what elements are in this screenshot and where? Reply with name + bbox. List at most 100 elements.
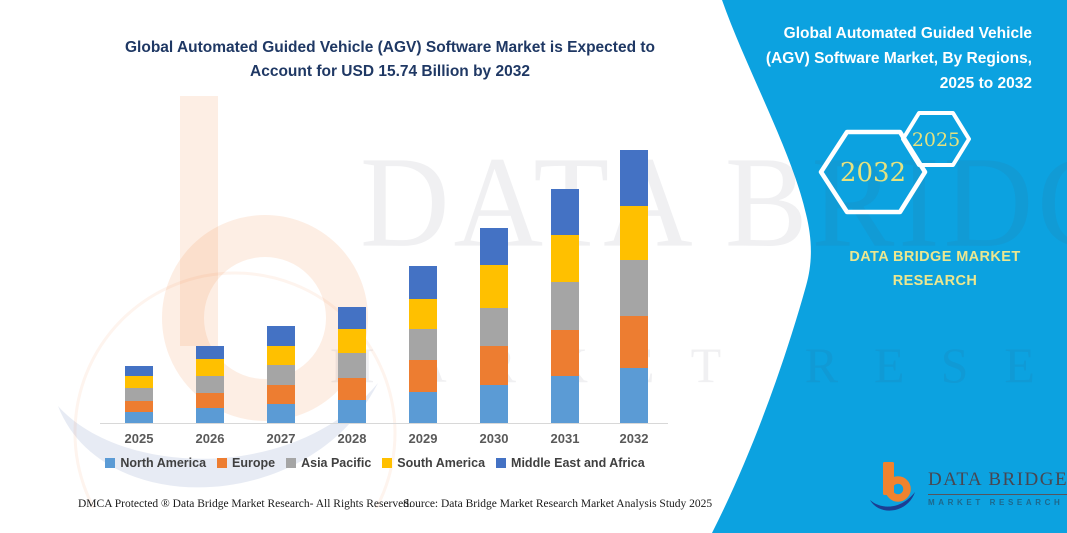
bar-segment-europe: [267, 385, 295, 404]
bar-segment-north-america: [620, 368, 648, 423]
logo-swoosh: [870, 492, 915, 511]
bar-segment-europe: [338, 378, 366, 400]
side-panel-fill: [712, 0, 1067, 533]
legend-item-south-america: South America: [382, 456, 485, 470]
legend-item-middle-east-and-africa: Middle East and Africa: [496, 456, 645, 470]
bar-segment-north-america: [267, 403, 295, 423]
x-axis-labels: 2025 2026 2027 2028 2029 2030 2031 2032: [80, 431, 670, 449]
bar-segment-south-america: [480, 265, 508, 309]
bar-segment-north-america: [196, 408, 224, 423]
x-axis-label-2025: 2025: [124, 431, 154, 446]
hexagon-2025-label: 2025: [912, 129, 960, 151]
legend-item-north-america: North America: [105, 456, 206, 470]
bar-2030: [480, 228, 508, 423]
panel-title: Global Automated Guided Vehicle (AGV) So…: [730, 22, 1032, 96]
bar-segment-asia-pacific: [125, 387, 153, 401]
hexagon-2032: [818, 129, 928, 215]
legend-item-europe: Europe: [217, 456, 275, 470]
bar-segment-asia-pacific: [338, 353, 366, 379]
legend-swatch: [286, 458, 297, 468]
x-axis-label-2026: 2026: [195, 431, 225, 446]
bar-segment-south-america: [125, 376, 153, 388]
bar-segment-middle-east-and-africa: [338, 306, 366, 330]
legend-label: Europe: [232, 456, 276, 470]
legend-swatch: [217, 458, 228, 468]
bar-segment-asia-pacific: [620, 260, 648, 316]
plot-area: [80, 120, 670, 423]
x-axis-label-2029: 2029: [408, 431, 438, 446]
bar-2027: [267, 325, 295, 423]
bar-segment-middle-east-and-africa: [551, 188, 579, 235]
bar-segment-south-america: [551, 234, 579, 283]
bar-segment-asia-pacific: [409, 329, 437, 361]
chart-title-line-1: Global Automated Guided Vehicle (AGV) So…: [125, 39, 655, 56]
panel-brand-line-2: RESEARCH: [892, 272, 978, 289]
bar-segment-north-america: [409, 392, 437, 423]
company-logo: DATA BRIDGE MARKET RESEARCH: [868, 456, 1067, 514]
legend-label: Middle East and Africa: [511, 456, 645, 470]
x-axis-line: [100, 423, 668, 424]
company-logo-name: DATA BRIDGE: [928, 469, 1067, 495]
x-axis-label-2027: 2027: [266, 431, 296, 446]
x-axis-label-2028: 2028: [337, 431, 367, 446]
bar-segment-middle-east-and-africa: [480, 228, 508, 266]
brand-text-watermark: DATA BRIDGE: [360, 130, 1067, 274]
bar-segment-middle-east-and-africa: [125, 366, 153, 377]
bar-segment-north-america: [480, 385, 508, 423]
company-logo-icon: [870, 462, 915, 511]
bar-segment-north-america: [338, 399, 366, 423]
bar-segment-south-america: [409, 299, 437, 330]
tagline-text-watermark: MARKET RESEARCH: [330, 337, 1067, 393]
bar-segment-europe: [196, 393, 224, 409]
bar-segment-middle-east-and-africa: [267, 325, 295, 346]
logo-b-bowl: [885, 476, 911, 502]
bar-segment-south-america: [196, 359, 224, 376]
chart-title-line-2: Account for USD 15.74 Billion by 2032: [250, 63, 530, 81]
panel-title-line-3: 2025 to 2032: [939, 74, 1032, 92]
bar-segment-europe: [620, 315, 648, 369]
bar-segment-south-america: [620, 205, 648, 261]
panel-title-line-1: Global Automated Guided Vehicle: [783, 25, 1032, 42]
bar-segment-europe: [551, 329, 579, 377]
bar-segment-middle-east-and-africa: [196, 345, 224, 360]
bar-2032: [620, 150, 648, 423]
bar-segment-europe: [480, 346, 508, 386]
dmca-notice: DMCA Protected ® Data Bridge Market Rese…: [78, 498, 412, 510]
legend-label: Asia Pacific: [301, 456, 372, 470]
bar-2026: [196, 345, 224, 423]
x-axis-label-2032: 2032: [619, 431, 649, 446]
panel-brand-line-1: DATA BRIDGE MARKET: [849, 249, 1021, 265]
hexagon-2032-label: 2032: [840, 158, 906, 188]
legend-swatch: [496, 458, 507, 468]
panel-brand-name: DATA BRIDGE MARKET RESEARCH: [820, 246, 1050, 294]
company-logo-text: DATA BRIDGE MARKET RESEARCH: [928, 469, 1067, 507]
bar-segment-asia-pacific: [267, 365, 295, 386]
x-axis-label-2031: 2031: [550, 431, 580, 446]
legend-swatch: [382, 458, 393, 468]
bar-2025: [125, 366, 153, 423]
bar-2031: [551, 188, 579, 423]
bar-segment-north-america: [125, 412, 153, 423]
bar-2029: [409, 265, 437, 423]
source-note: Source: Data Bridge Market Research Mark…: [403, 498, 713, 510]
panel-title-line-2: (AGV) Software Market, By Regions,: [765, 49, 1032, 67]
bar-segment-middle-east-and-africa: [409, 265, 437, 300]
bar-segment-asia-pacific: [480, 308, 508, 347]
company-logo-subtitle: MARKET RESEARCH: [928, 497, 1064, 507]
bar-segment-middle-east-and-africa: [620, 150, 648, 206]
legend-item-asia-pacific: Asia Pacific: [286, 456, 371, 470]
bar-segment-south-america: [267, 345, 295, 366]
hexagon-2025: [901, 111, 971, 167]
x-axis-label-2030: 2030: [479, 431, 509, 446]
bar-segment-south-america: [338, 329, 366, 354]
bar-segment-asia-pacific: [551, 282, 579, 330]
bar-segment-europe: [125, 400, 153, 413]
bar-segment-asia-pacific: [196, 375, 224, 394]
bar-segment-north-america: [551, 376, 579, 423]
bar-2028: [338, 306, 366, 423]
legend-swatch: [105, 458, 116, 468]
chart-legend: North America Europe Asia Pacific South Ame…: [70, 456, 680, 470]
